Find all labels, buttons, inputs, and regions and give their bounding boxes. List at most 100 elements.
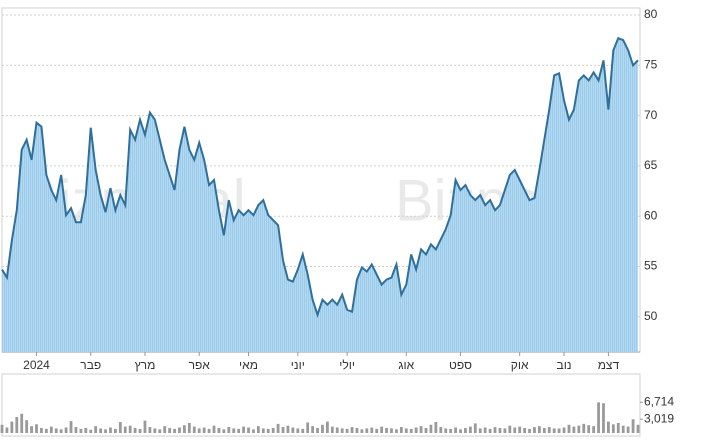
volume-bar [59, 429, 63, 433]
volume-bar [459, 429, 462, 433]
volume-bar [370, 427, 374, 433]
volume-bar [197, 428, 201, 433]
volume-bar [325, 421, 329, 433]
volume-bar [35, 424, 38, 433]
y-tick-label: 6,714 [644, 394, 674, 408]
volume-bar [636, 424, 640, 433]
volume-bar [128, 425, 132, 433]
volume-bar [183, 425, 186, 433]
volume-bar [454, 427, 457, 433]
volume-bar [271, 427, 275, 433]
volume-bar [217, 427, 221, 433]
volume-bar [419, 426, 423, 433]
volume-bar [597, 402, 600, 433]
volume-bar [523, 427, 527, 433]
volume-bar [143, 420, 147, 433]
volume-bar [252, 429, 255, 433]
volume-bar [25, 420, 29, 433]
volume-bar [94, 426, 98, 433]
volume-bar [138, 428, 142, 433]
volume-bar [89, 429, 93, 433]
x-tick-label: פבר [80, 358, 101, 372]
volume-bar [355, 427, 359, 433]
volume-bar [464, 427, 467, 433]
volume-bar [153, 428, 157, 433]
volume-bar [74, 427, 78, 433]
volume-bar [316, 427, 319, 433]
volume-bar [340, 428, 344, 433]
volume-bar [434, 422, 438, 433]
volume-bar [592, 426, 596, 433]
volume-bar [306, 422, 310, 433]
volume-bar [222, 429, 226, 433]
volume-bar [611, 424, 615, 433]
volume-bar [567, 424, 571, 433]
volume-bar [30, 426, 33, 433]
volume-bar [513, 427, 517, 433]
volume-bar [508, 425, 512, 433]
volume-bar [158, 429, 162, 433]
volume-bar [350, 427, 354, 433]
volume-bar [109, 427, 112, 433]
volume-bar [286, 425, 290, 433]
volume-bar [468, 426, 472, 433]
volume-bar [380, 426, 384, 433]
volume-bar [202, 427, 206, 433]
volume-bar [385, 427, 388, 433]
volume-bar [99, 428, 103, 433]
volume-bar [232, 428, 236, 433]
volume-bar [44, 428, 48, 433]
volume-bar [345, 428, 349, 433]
volume-bar [616, 422, 620, 433]
volume-bar [439, 427, 443, 433]
volume-bar [518, 426, 522, 433]
volume-bar [621, 425, 625, 433]
y-tick-label: 75 [644, 58, 658, 72]
x-tick-label: 2024 [23, 358, 50, 372]
volume-bar [399, 427, 403, 433]
volume-bar [113, 428, 117, 433]
volume-bar [20, 413, 24, 433]
volume-bar [301, 428, 305, 433]
x-tick-label: ספט [449, 358, 472, 372]
y-tick-label: 70 [644, 108, 658, 122]
y-tick-label: 80 [644, 7, 658, 21]
volume-bar [5, 427, 9, 433]
x-tick-label: דצמ [598, 358, 620, 372]
volume-bar [587, 425, 591, 433]
volume-bar [212, 425, 216, 433]
volume-bar [395, 429, 398, 433]
volume-bar [104, 429, 107, 433]
x-tick-label: מאי [239, 358, 258, 372]
volume-bar [602, 403, 605, 433]
volume-bar [444, 428, 448, 433]
volume-bar [607, 421, 610, 433]
volume-bar [449, 428, 453, 433]
volume-bar [390, 428, 393, 433]
volume-bar [187, 422, 191, 433]
volume-bar [429, 424, 433, 433]
volume-bar [330, 426, 334, 433]
volume-bar [281, 427, 285, 433]
volume-bar [148, 427, 152, 433]
volume-bar [498, 427, 502, 433]
volume-bar [572, 426, 576, 433]
volume-bar [321, 424, 324, 433]
area-fill [2, 38, 638, 352]
price-line [1, 36, 639, 319]
volume-bar [207, 428, 211, 433]
volume-bar [178, 427, 181, 433]
volume-bar [335, 427, 339, 433]
volume-bar [237, 428, 241, 433]
volume-bar [291, 427, 295, 433]
volume-bar [311, 426, 315, 433]
volume-bar [118, 422, 122, 433]
volume-bar [582, 423, 586, 433]
volume-bar [631, 419, 635, 433]
y-tick-label: 3,019 [644, 411, 674, 425]
volume-bar [404, 428, 408, 433]
volume-bar [168, 427, 172, 433]
volume-bar [10, 421, 14, 433]
volume-bar [547, 427, 551, 433]
x-tick-label: אוג [398, 358, 414, 372]
